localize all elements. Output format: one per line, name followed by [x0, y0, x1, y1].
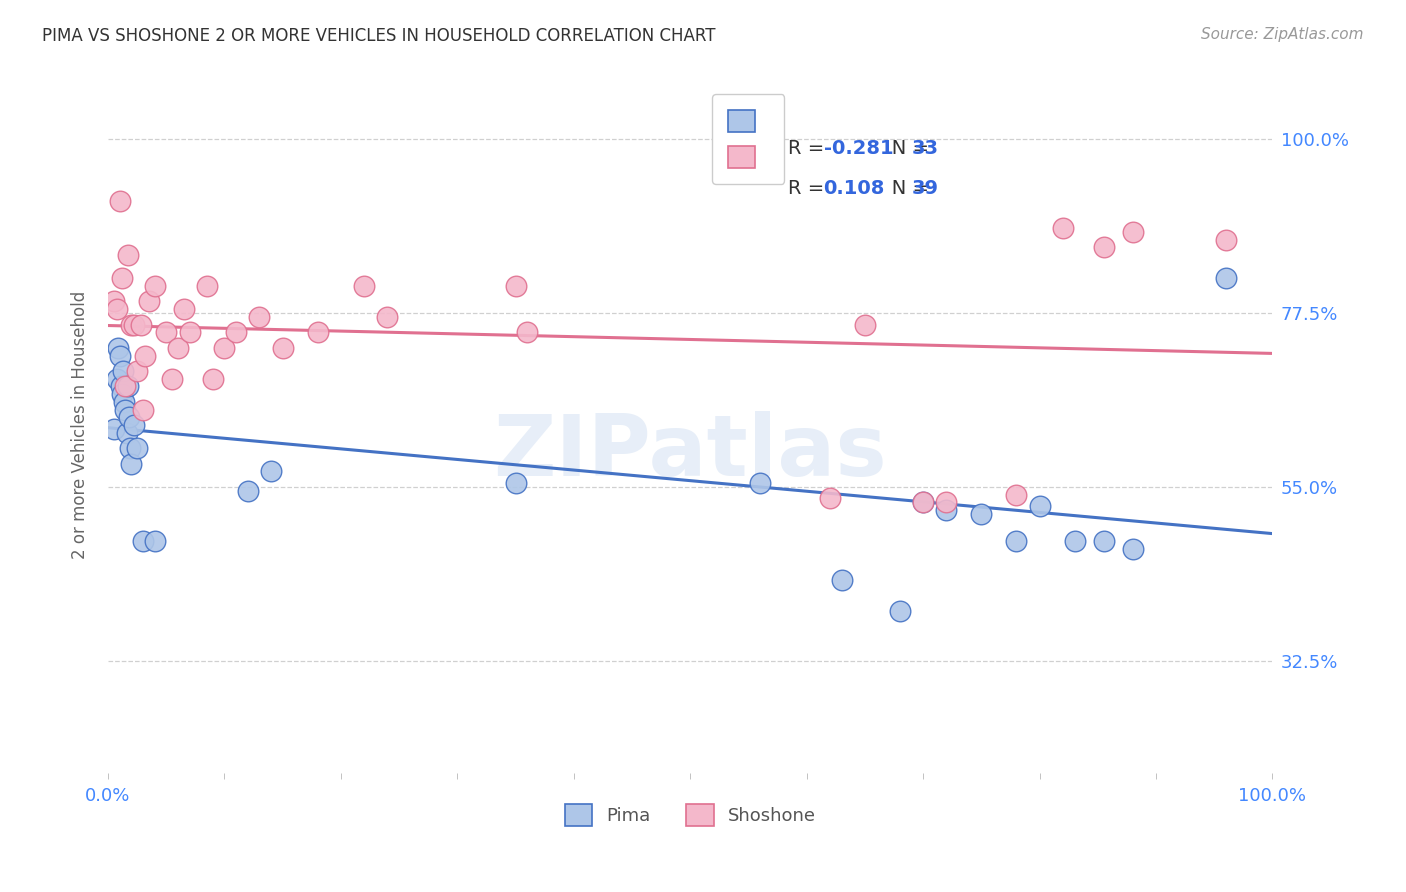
Point — [1215, 271, 1237, 285]
Point — [377, 310, 399, 324]
Point — [127, 442, 149, 456]
Point — [122, 418, 145, 433]
Point — [105, 302, 128, 317]
Point — [1028, 500, 1050, 514]
Point — [201, 372, 224, 386]
Point — [1092, 533, 1115, 548]
Point — [307, 326, 329, 340]
Point — [214, 341, 236, 355]
Legend: Pima, Shoshone: Pima, Shoshone — [557, 797, 823, 833]
Point — [107, 341, 129, 355]
Point — [1063, 533, 1085, 548]
Point — [225, 326, 247, 340]
Point — [889, 603, 911, 617]
Text: 33: 33 — [912, 139, 939, 158]
Point — [110, 379, 132, 393]
Point — [117, 248, 139, 262]
Text: R =: R = — [789, 139, 831, 158]
Point — [160, 372, 183, 386]
Point — [167, 341, 190, 355]
Point — [120, 318, 142, 332]
Point — [108, 349, 131, 363]
Point — [173, 302, 195, 317]
Text: R =: R = — [789, 178, 837, 198]
Point — [143, 533, 166, 548]
Point — [105, 372, 128, 386]
Text: N =: N = — [873, 178, 935, 198]
Text: 39: 39 — [912, 178, 939, 198]
Point — [143, 279, 166, 293]
Point — [935, 503, 957, 517]
Point — [120, 457, 142, 471]
Y-axis label: 2 or more Vehicles in Household: 2 or more Vehicles in Household — [72, 291, 89, 559]
Point — [831, 573, 853, 587]
Point — [120, 442, 142, 456]
Point — [132, 533, 155, 548]
Point — [1052, 221, 1074, 235]
Point — [853, 318, 876, 332]
Point — [247, 310, 270, 324]
Point — [1005, 533, 1028, 548]
Point — [516, 326, 538, 340]
Text: PIMA VS SHOSHONE 2 OR MORE VEHICLES IN HOUSEHOLD CORRELATION CHART: PIMA VS SHOSHONE 2 OR MORE VEHICLES IN H… — [42, 27, 716, 45]
Point — [103, 294, 125, 309]
Point — [114, 402, 136, 417]
Point — [1005, 488, 1028, 502]
Point — [111, 387, 134, 401]
Point — [112, 364, 135, 378]
Point — [155, 326, 177, 340]
Point — [132, 402, 155, 417]
Text: 0.108: 0.108 — [824, 178, 884, 198]
Point — [505, 279, 527, 293]
Point — [271, 341, 294, 355]
Point — [1092, 240, 1115, 254]
Point — [129, 318, 152, 332]
Point — [112, 395, 135, 409]
Point — [236, 483, 259, 498]
Point — [103, 422, 125, 436]
Point — [1215, 233, 1237, 247]
Point — [818, 491, 841, 506]
Point — [122, 318, 145, 332]
Point — [195, 279, 218, 293]
Point — [912, 495, 935, 509]
Point — [353, 279, 375, 293]
Text: Source: ZipAtlas.com: Source: ZipAtlas.com — [1201, 27, 1364, 42]
Point — [115, 425, 138, 440]
Point — [111, 271, 134, 285]
Point — [179, 326, 201, 340]
Point — [138, 294, 160, 309]
Point — [114, 379, 136, 393]
Point — [1122, 225, 1144, 239]
Point — [749, 476, 772, 491]
Point — [108, 194, 131, 208]
Point — [970, 507, 993, 521]
Text: -0.281: -0.281 — [824, 139, 893, 158]
Text: ZIPatlas: ZIPatlas — [494, 411, 887, 494]
Point — [118, 410, 141, 425]
Point — [117, 379, 139, 393]
Point — [260, 465, 283, 479]
Point — [127, 364, 149, 378]
Point — [935, 495, 957, 509]
Point — [912, 495, 935, 509]
Point — [505, 476, 527, 491]
Point — [1122, 541, 1144, 556]
Point — [134, 349, 156, 363]
Text: N =: N = — [873, 139, 935, 158]
